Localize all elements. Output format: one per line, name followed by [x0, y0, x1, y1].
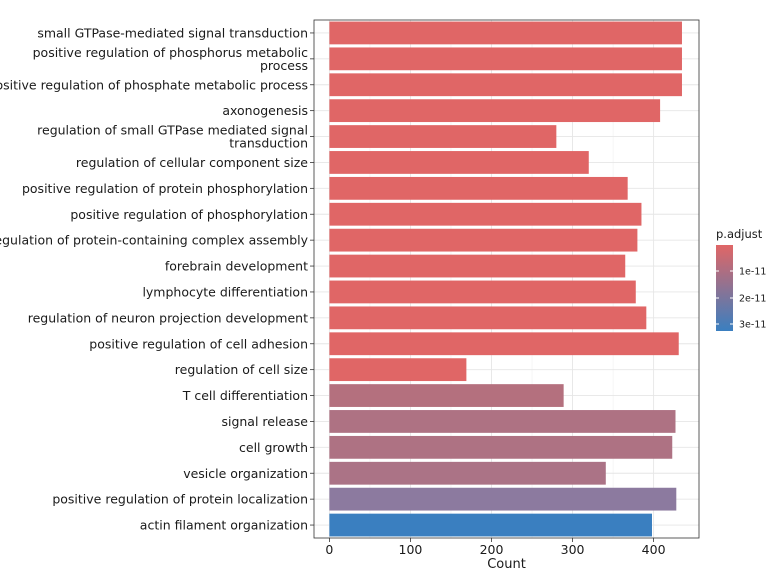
category-label: regulation of cellular component size: [76, 155, 308, 170]
x-ticks: [328, 538, 655, 542]
legend-tick-label: 2e-11: [739, 294, 766, 305]
bar: [329, 254, 626, 278]
bar: [329, 487, 677, 511]
category-label: positive regulation of protein localizat…: [52, 492, 308, 507]
category-label: regulation of protein-containing complex…: [0, 233, 309, 248]
y-ticks: [310, 32, 314, 526]
legend-tick-label: 1e-11: [739, 267, 766, 278]
legend-tick-label: 3e-11: [739, 320, 766, 331]
panel-border: [313, 19, 700, 539]
x-axis-title: Count: [487, 557, 526, 572]
bar: [329, 21, 682, 45]
category-label: small GTPase-mediated signal transductio…: [37, 25, 308, 40]
bar: [329, 176, 628, 200]
x-tick-label: 0: [325, 542, 333, 557]
category-label: positive regulation of phosphorylation: [70, 207, 308, 222]
x-tick-label: 300: [561, 542, 585, 557]
legend: p.adjust 1e-11 2e-11 3e-11: [716, 227, 766, 331]
category-label: forebrain development: [165, 259, 308, 274]
bar: [329, 202, 642, 226]
category-label: axonogenesis: [222, 103, 308, 118]
bar: [329, 125, 557, 148]
bar: [329, 47, 682, 71]
bar: [329, 228, 638, 252]
category-label: vesicle organization: [183, 466, 308, 481]
category-label: positive regulation of cell adhesion: [89, 336, 308, 351]
category-label: transduction: [229, 136, 308, 151]
category-label: regulation of small GTPase mediated sign…: [37, 123, 308, 138]
category-label: positive regulation of phosphate metabol…: [0, 77, 308, 92]
bar: [329, 410, 676, 433]
bar: [329, 461, 606, 485]
bar: [329, 435, 673, 459]
category-label: T cell differentiation: [182, 388, 308, 403]
legend-title: p.adjust: [716, 227, 763, 241]
category-label: cell growth: [239, 440, 308, 455]
x-tick-label: 400: [642, 542, 666, 557]
bar: [329, 280, 636, 304]
bar: [329, 73, 682, 97]
grid-major-lines: [314, 20, 699, 538]
bar: [329, 151, 589, 174]
bar: [329, 99, 661, 123]
x-tick-labels: 0 100 200 300 400: [325, 542, 665, 557]
bar: [329, 306, 647, 330]
x-tick-label: 200: [480, 542, 504, 557]
bar: [329, 358, 467, 382]
category-label: regulation of cell size: [175, 362, 309, 377]
category-label: signal release: [221, 414, 308, 429]
category-label: regulation of neuron projection developm…: [28, 310, 308, 325]
category-labels: small GTPase-mediated signal transductio…: [0, 25, 309, 532]
legend-colorbar: [716, 245, 733, 331]
category-label: positive regulation of phosphorus metabo…: [33, 45, 309, 60]
category-label: process: [260, 58, 308, 73]
category-label: positive regulation of protein phosphory…: [22, 181, 308, 196]
bar: [329, 332, 679, 356]
legend-ticks: 1e-11 2e-11 3e-11: [716, 267, 766, 331]
category-label: actin filament organization: [140, 518, 308, 533]
bars: [329, 21, 682, 537]
x-tick-label: 100: [399, 542, 423, 557]
bar: [329, 384, 564, 407]
bar: [329, 513, 652, 537]
category-label: lymphocyte differentiation: [142, 284, 308, 299]
